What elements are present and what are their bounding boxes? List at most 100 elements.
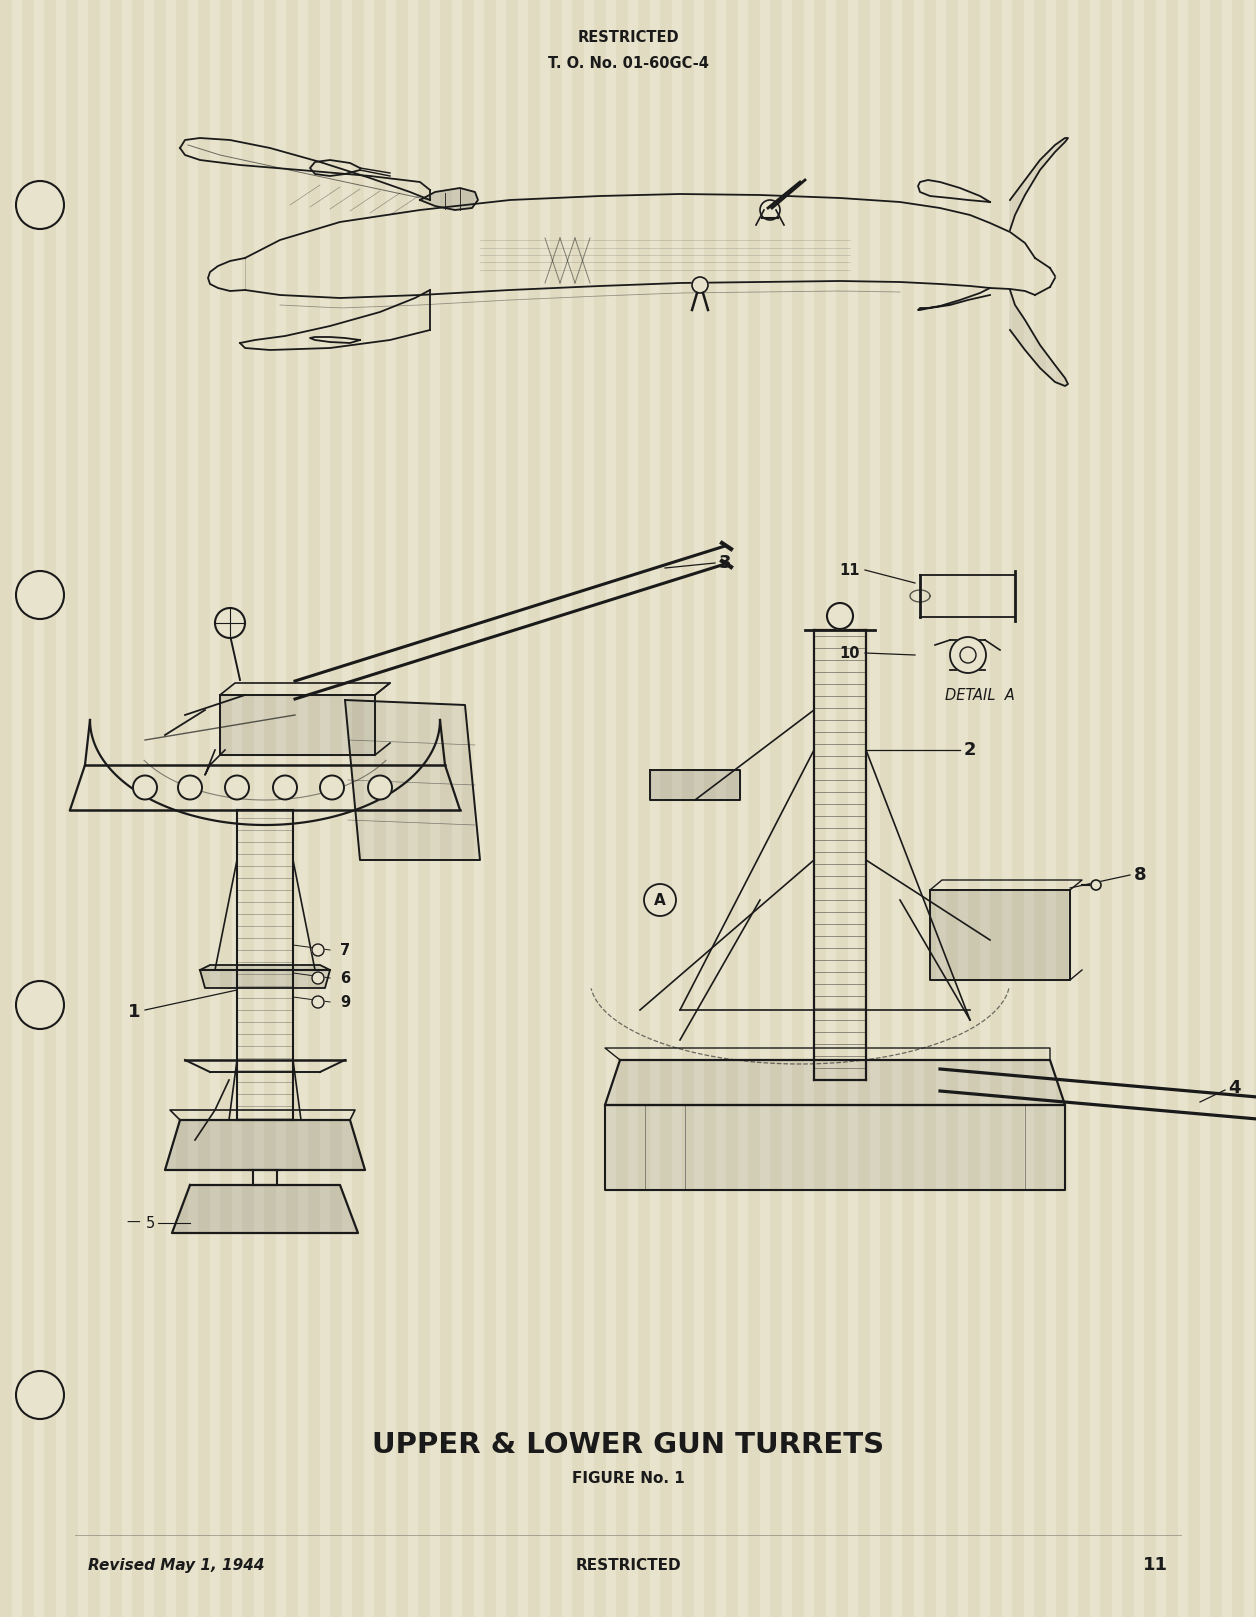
- Bar: [880, 0, 892, 1617]
- Text: 10: 10: [839, 645, 860, 660]
- Text: 1: 1: [128, 1003, 139, 1020]
- Bar: [659, 0, 672, 1617]
- Bar: [242, 0, 254, 1617]
- Text: 4: 4: [1228, 1079, 1241, 1096]
- Bar: [440, 0, 452, 1617]
- Bar: [1188, 0, 1199, 1617]
- Bar: [836, 0, 848, 1617]
- Circle shape: [178, 776, 202, 799]
- Bar: [1166, 0, 1178, 1617]
- Bar: [1122, 0, 1134, 1617]
- Circle shape: [368, 776, 392, 799]
- Bar: [484, 0, 496, 1617]
- Bar: [793, 0, 804, 1617]
- Bar: [1144, 0, 1156, 1617]
- Text: RESTRICTED: RESTRICTED: [575, 1557, 681, 1572]
- Bar: [198, 0, 210, 1617]
- Bar: [44, 0, 57, 1617]
- Polygon shape: [420, 188, 479, 210]
- Text: 11: 11: [1143, 1556, 1168, 1573]
- Bar: [1034, 0, 1046, 1617]
- Text: 3: 3: [718, 555, 731, 572]
- Circle shape: [133, 776, 157, 799]
- Polygon shape: [1010, 289, 1068, 386]
- Bar: [749, 0, 760, 1617]
- Circle shape: [16, 1371, 64, 1420]
- Bar: [594, 0, 607, 1617]
- Bar: [286, 0, 298, 1617]
- Bar: [1012, 0, 1024, 1617]
- Bar: [462, 0, 474, 1617]
- Polygon shape: [200, 965, 330, 988]
- Text: 8: 8: [1134, 867, 1147, 884]
- Text: 9: 9: [340, 994, 350, 1009]
- Bar: [352, 0, 364, 1617]
- Bar: [705, 0, 716, 1617]
- Circle shape: [215, 608, 245, 639]
- Bar: [111, 0, 122, 1617]
- Circle shape: [320, 776, 344, 799]
- Bar: [264, 0, 276, 1617]
- Bar: [132, 0, 144, 1617]
- Polygon shape: [165, 1121, 365, 1171]
- Bar: [418, 0, 430, 1617]
- Bar: [88, 0, 100, 1617]
- Circle shape: [16, 571, 64, 619]
- Bar: [396, 0, 408, 1617]
- Circle shape: [950, 637, 986, 673]
- Text: UPPER & LOWER GUN TURRETS: UPPER & LOWER GUN TURRETS: [372, 1431, 884, 1459]
- Bar: [154, 0, 166, 1617]
- Bar: [528, 0, 540, 1617]
- Bar: [902, 0, 914, 1617]
- Text: —: —: [127, 1216, 139, 1231]
- Bar: [990, 0, 1002, 1617]
- Text: T. O. No. 01-60GC-4: T. O. No. 01-60GC-4: [548, 55, 708, 71]
- Bar: [858, 0, 870, 1617]
- Polygon shape: [345, 700, 480, 860]
- Bar: [1253, 0, 1256, 1617]
- Bar: [726, 0, 739, 1617]
- Bar: [682, 0, 695, 1617]
- Circle shape: [225, 776, 249, 799]
- Polygon shape: [651, 770, 740, 800]
- Bar: [308, 0, 320, 1617]
- Text: DETAIL  A: DETAIL A: [945, 687, 1015, 702]
- Text: 6: 6: [340, 970, 350, 985]
- Bar: [924, 0, 936, 1617]
- Polygon shape: [929, 889, 1070, 980]
- Bar: [176, 0, 188, 1617]
- Text: RESTRICTED: RESTRICTED: [578, 31, 678, 45]
- Text: 2: 2: [965, 741, 976, 758]
- Circle shape: [692, 277, 708, 293]
- Bar: [374, 0, 386, 1617]
- Circle shape: [1091, 880, 1102, 889]
- Text: 5: 5: [146, 1216, 154, 1231]
- Circle shape: [273, 776, 296, 799]
- Bar: [550, 0, 563, 1617]
- Bar: [946, 0, 958, 1617]
- Bar: [1056, 0, 1068, 1617]
- Bar: [814, 0, 826, 1617]
- Text: FIGURE No. 1: FIGURE No. 1: [571, 1470, 685, 1486]
- Bar: [1078, 0, 1090, 1617]
- Circle shape: [311, 996, 324, 1007]
- Bar: [330, 0, 342, 1617]
- Bar: [1232, 0, 1245, 1617]
- Circle shape: [760, 201, 780, 220]
- Bar: [770, 0, 782, 1617]
- Bar: [968, 0, 980, 1617]
- Bar: [615, 0, 628, 1617]
- Text: 7: 7: [340, 943, 350, 957]
- Polygon shape: [220, 695, 376, 755]
- Bar: [1210, 0, 1222, 1617]
- Circle shape: [311, 972, 324, 985]
- Text: A: A: [654, 893, 666, 907]
- Circle shape: [16, 982, 64, 1028]
- Polygon shape: [605, 1061, 1065, 1104]
- Bar: [23, 0, 34, 1617]
- Bar: [67, 0, 78, 1617]
- Circle shape: [960, 647, 976, 663]
- Bar: [506, 0, 519, 1617]
- Circle shape: [16, 181, 64, 230]
- Bar: [220, 0, 232, 1617]
